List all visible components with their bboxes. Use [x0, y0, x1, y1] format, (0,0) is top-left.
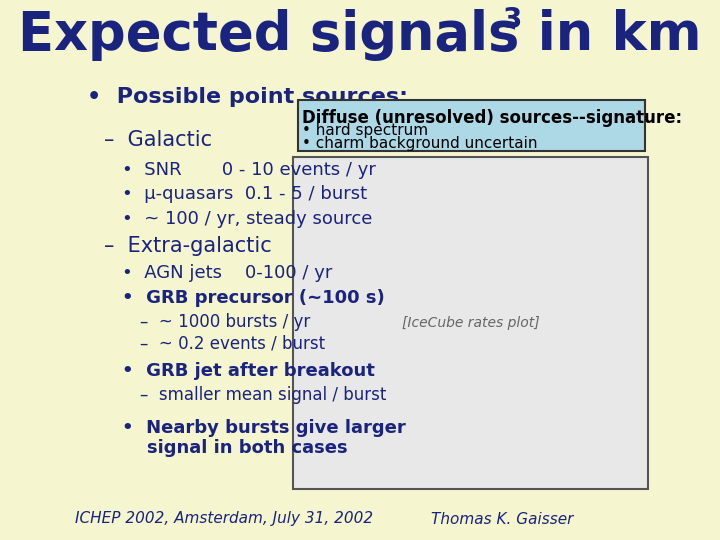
- Text: • charm background uncertain: • charm background uncertain: [302, 136, 538, 151]
- Text: •  SNR       0 - 10 events / yr: • SNR 0 - 10 events / yr: [122, 161, 376, 179]
- FancyBboxPatch shape: [297, 100, 645, 151]
- Text: Expected signals in km: Expected signals in km: [18, 9, 702, 61]
- Text: •  Nearby bursts give larger: • Nearby bursts give larger: [122, 418, 406, 437]
- Text: Diffuse (unresolved) sources--signature:: Diffuse (unresolved) sources--signature:: [302, 109, 683, 126]
- Text: –  ~ 0.2 events / burst: – ~ 0.2 events / burst: [140, 335, 325, 353]
- Text: –  smaller mean signal / burst: – smaller mean signal / burst: [140, 386, 387, 404]
- Text: •  GRB jet after breakout: • GRB jet after breakout: [122, 362, 375, 380]
- Text: •  μ-quasars  0.1 - 5 / burst: • μ-quasars 0.1 - 5 / burst: [122, 185, 367, 204]
- Text: •  AGN jets    0-100 / yr: • AGN jets 0-100 / yr: [122, 264, 333, 282]
- Text: –  Galactic: – Galactic: [104, 130, 212, 151]
- Text: •  Possible point sources:: • Possible point sources:: [86, 87, 408, 107]
- Text: –  ~ 1000 bursts / yr: – ~ 1000 bursts / yr: [140, 313, 310, 332]
- Text: Thomas K. Gaisser: Thomas K. Gaisser: [431, 511, 574, 526]
- Text: •  GRB precursor (~100 s): • GRB precursor (~100 s): [122, 289, 385, 307]
- Text: signal in both cases: signal in both cases: [122, 439, 348, 457]
- Text: [IceCube rates plot]: [IceCube rates plot]: [402, 316, 540, 329]
- Text: •  ~ 100 / yr, steady source: • ~ 100 / yr, steady source: [122, 210, 372, 228]
- Text: –  Extra-galactic: – Extra-galactic: [104, 235, 272, 256]
- Text: ICHEP 2002, Amsterdam, July 31, 2002: ICHEP 2002, Amsterdam, July 31, 2002: [75, 511, 373, 526]
- Text: • hard spectrum: • hard spectrum: [302, 123, 428, 138]
- Text: 3: 3: [503, 6, 522, 34]
- FancyBboxPatch shape: [294, 157, 648, 489]
